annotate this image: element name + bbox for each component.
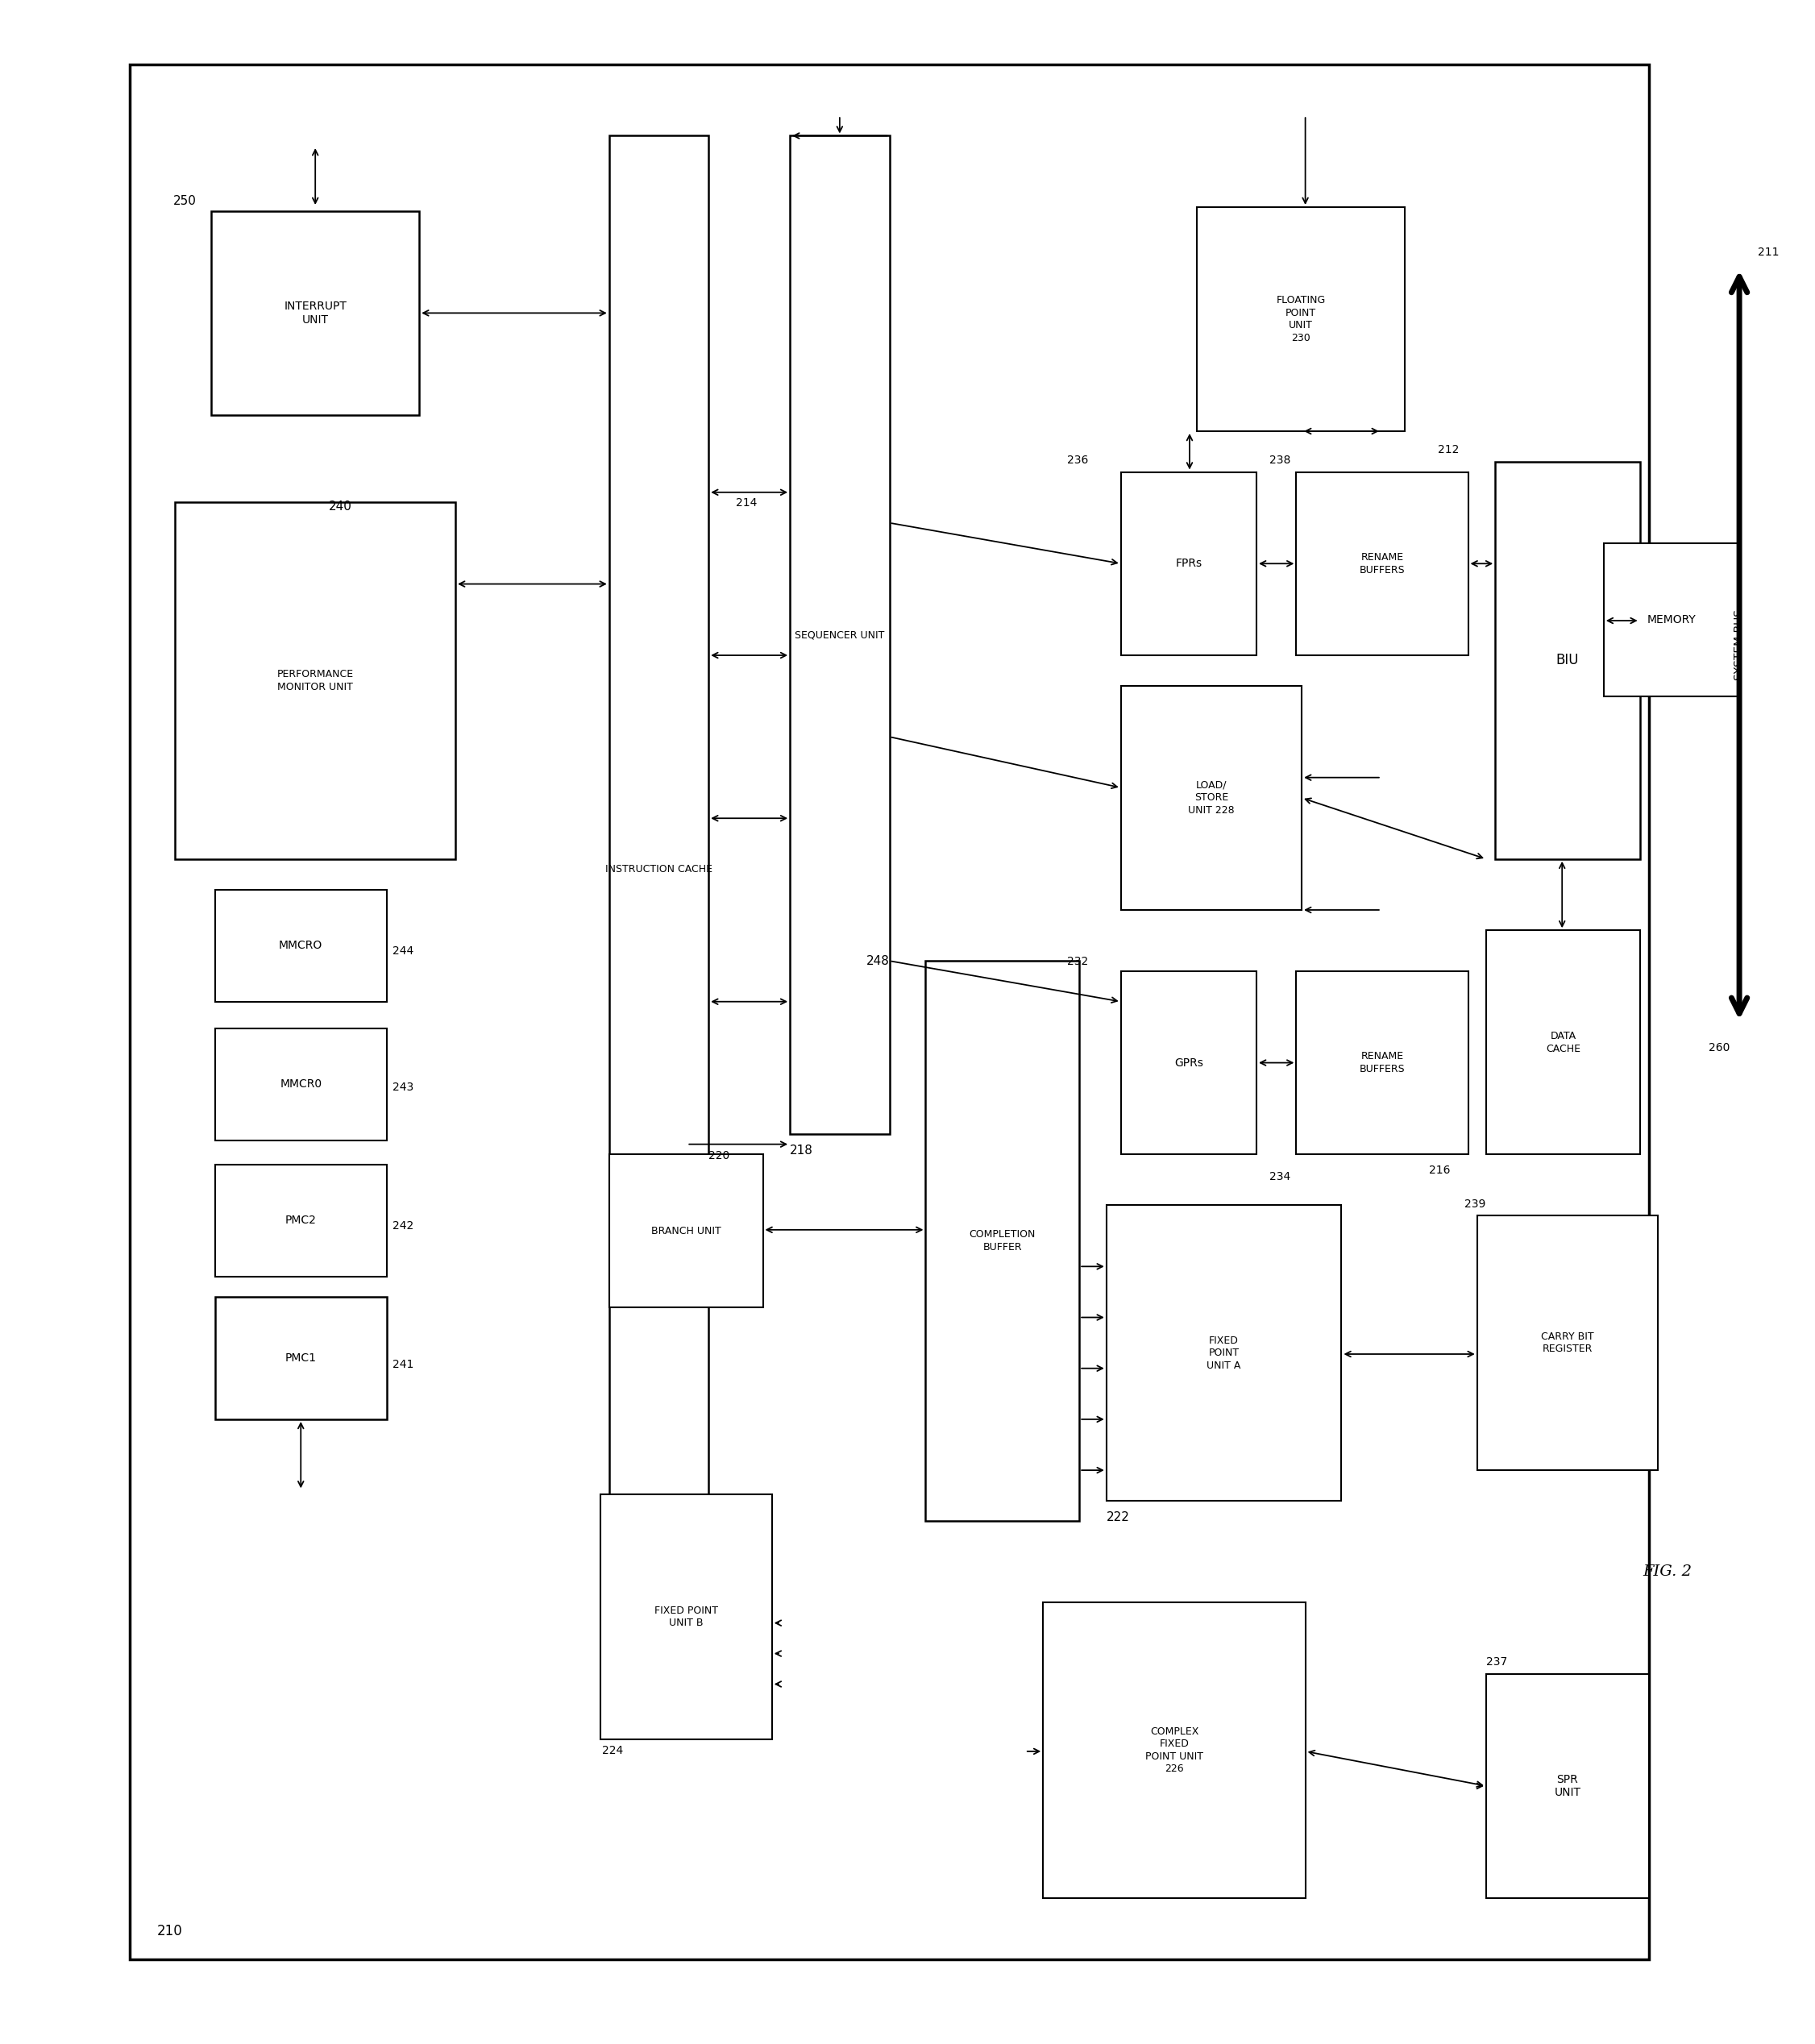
Bar — [610, 135, 708, 1602]
Text: 216: 216 — [1428, 1165, 1450, 1175]
Text: 224: 224 — [603, 1746, 623, 1756]
Bar — [211, 211, 419, 415]
Text: 214: 214 — [735, 497, 757, 509]
Bar — [1477, 1216, 1657, 1470]
Text: MMCRO: MMCRO — [280, 940, 323, 950]
Text: 234: 234 — [1269, 1171, 1290, 1181]
Text: 240: 240 — [329, 501, 352, 513]
Bar — [1296, 472, 1468, 656]
Text: 212: 212 — [1437, 444, 1459, 456]
Text: SYSTEM BUS: SYSTEM BUS — [1733, 609, 1746, 681]
Text: 244: 244 — [392, 944, 414, 957]
Text: INTERRUPT
UNIT: INTERRUPT UNIT — [283, 300, 347, 325]
Text: RENAME
BUFFERS: RENAME BUFFERS — [1359, 552, 1405, 574]
Text: SEQUENCER UNIT: SEQUENCER UNIT — [795, 630, 884, 640]
Text: 242: 242 — [392, 1220, 414, 1230]
Text: SPR
UNIT: SPR UNIT — [1554, 1774, 1581, 1799]
Text: 237: 237 — [1486, 1656, 1506, 1668]
Bar — [214, 1028, 387, 1141]
Text: 236: 236 — [1067, 454, 1089, 466]
Text: 210: 210 — [158, 1923, 183, 1940]
Text: FPRs: FPRs — [1176, 558, 1202, 568]
Text: FIXED POINT
UNIT B: FIXED POINT UNIT B — [653, 1605, 717, 1629]
Bar — [1496, 462, 1641, 858]
Text: COMPLEX
FIXED
POINT UNIT
226: COMPLEX FIXED POINT UNIT 226 — [1145, 1727, 1203, 1774]
Bar — [601, 1494, 771, 1739]
Text: 220: 220 — [708, 1151, 730, 1161]
Bar — [1296, 971, 1468, 1155]
Text: MEMORY: MEMORY — [1646, 613, 1695, 625]
Bar — [790, 135, 889, 1134]
Bar — [214, 1298, 387, 1419]
Text: LOAD/
STORE
UNIT 228: LOAD/ STORE UNIT 228 — [1189, 781, 1234, 816]
Bar — [926, 961, 1080, 1521]
Text: FLOATING
POINT
UNIT
230: FLOATING POINT UNIT 230 — [1276, 294, 1325, 343]
Text: 260: 260 — [1708, 1042, 1730, 1053]
Bar — [1486, 1674, 1648, 1899]
Bar — [214, 889, 387, 1002]
Text: GPRs: GPRs — [1174, 1057, 1203, 1069]
Text: 243: 243 — [392, 1081, 414, 1094]
Bar — [131, 65, 1648, 1958]
Bar — [1122, 687, 1301, 910]
Text: 239: 239 — [1465, 1198, 1486, 1210]
Text: INSTRUCTION CACHE: INSTRUCTION CACHE — [604, 865, 713, 875]
Bar — [1196, 206, 1405, 431]
Text: PERFORMANCE
MONITOR UNIT: PERFORMANCE MONITOR UNIT — [278, 668, 354, 693]
Text: COMPLETION
BUFFER: COMPLETION BUFFER — [969, 1230, 1036, 1253]
Text: BRANCH UNIT: BRANCH UNIT — [652, 1226, 721, 1237]
Text: BIU: BIU — [1555, 654, 1579, 668]
Text: 241: 241 — [392, 1359, 414, 1369]
Bar — [214, 1165, 387, 1278]
Bar — [1122, 472, 1256, 656]
Text: FIG. 2: FIG. 2 — [1643, 1566, 1692, 1580]
Text: PMC1: PMC1 — [285, 1353, 316, 1363]
Text: PMC2: PMC2 — [285, 1214, 316, 1226]
Text: 250: 250 — [174, 194, 196, 206]
Text: MMCR0: MMCR0 — [280, 1079, 321, 1089]
Text: 248: 248 — [866, 955, 889, 967]
Bar — [610, 1155, 762, 1308]
Bar — [1486, 930, 1641, 1155]
Text: 211: 211 — [1757, 247, 1779, 258]
Text: FIXED
POINT
UNIT A: FIXED POINT UNIT A — [1207, 1335, 1241, 1372]
Text: RENAME
BUFFERS: RENAME BUFFERS — [1359, 1051, 1405, 1075]
Text: 222: 222 — [1107, 1511, 1129, 1523]
Bar — [1604, 544, 1739, 697]
Text: CARRY BIT
REGISTER: CARRY BIT REGISTER — [1541, 1331, 1594, 1355]
Text: 232: 232 — [1067, 957, 1089, 967]
Bar — [1122, 971, 1256, 1155]
Text: 238: 238 — [1269, 454, 1290, 466]
Text: DATA
CACHE: DATA CACHE — [1546, 1030, 1581, 1055]
Text: 218: 218 — [790, 1145, 813, 1157]
Bar — [174, 503, 456, 858]
Bar — [1044, 1602, 1305, 1899]
Bar — [1107, 1206, 1341, 1500]
